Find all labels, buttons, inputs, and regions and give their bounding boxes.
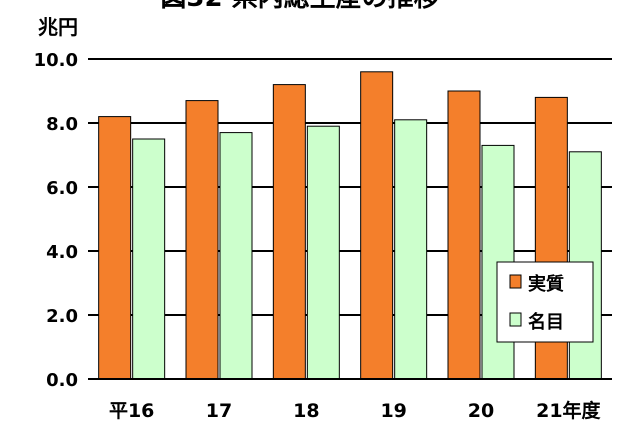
y-tick-label: 2.0 xyxy=(46,306,78,327)
bar-real xyxy=(360,71,394,380)
bar-nominal xyxy=(132,138,166,380)
x-tick-label: 平16 xyxy=(109,400,154,422)
bar-nominal xyxy=(394,119,428,380)
legend-swatch-real xyxy=(509,274,522,289)
legend-label-real: 実質 xyxy=(528,273,564,295)
bar-nominal xyxy=(306,125,340,380)
y-tick-label: 8.0 xyxy=(46,114,78,135)
x-tick-label: 20 xyxy=(468,400,494,422)
y-tick-label: 10.0 xyxy=(34,50,78,71)
x-axis-ticks: 平16 17 18 19 20 21年度 xyxy=(109,399,602,422)
x-tick-label: 21年度 xyxy=(536,399,601,422)
x-tick-label: 19 xyxy=(380,400,406,422)
y-axis-unit: 兆円 xyxy=(38,15,78,39)
chart-title: 図32 県内総生産の推移 xyxy=(160,0,439,13)
legend: 実質 名目 xyxy=(496,261,594,343)
x-tick-label: 18 xyxy=(293,400,319,422)
y-tick-label: 6.0 xyxy=(46,178,78,199)
bar-real xyxy=(98,116,132,380)
bar-nominal xyxy=(219,132,253,380)
y-tick-label: 4.0 xyxy=(46,242,78,263)
y-tick-label: 0.0 xyxy=(46,370,78,391)
bar-real xyxy=(272,84,306,380)
bar-real xyxy=(447,90,481,380)
legend-label-nominal: 名目 xyxy=(528,311,564,333)
legend-swatch-nominal xyxy=(509,312,522,327)
y-axis-ticks: 0.0 2.0 4.0 6.0 8.0 10.0 xyxy=(34,50,78,391)
bar-real xyxy=(185,100,219,380)
x-tick-label: 17 xyxy=(206,400,232,422)
